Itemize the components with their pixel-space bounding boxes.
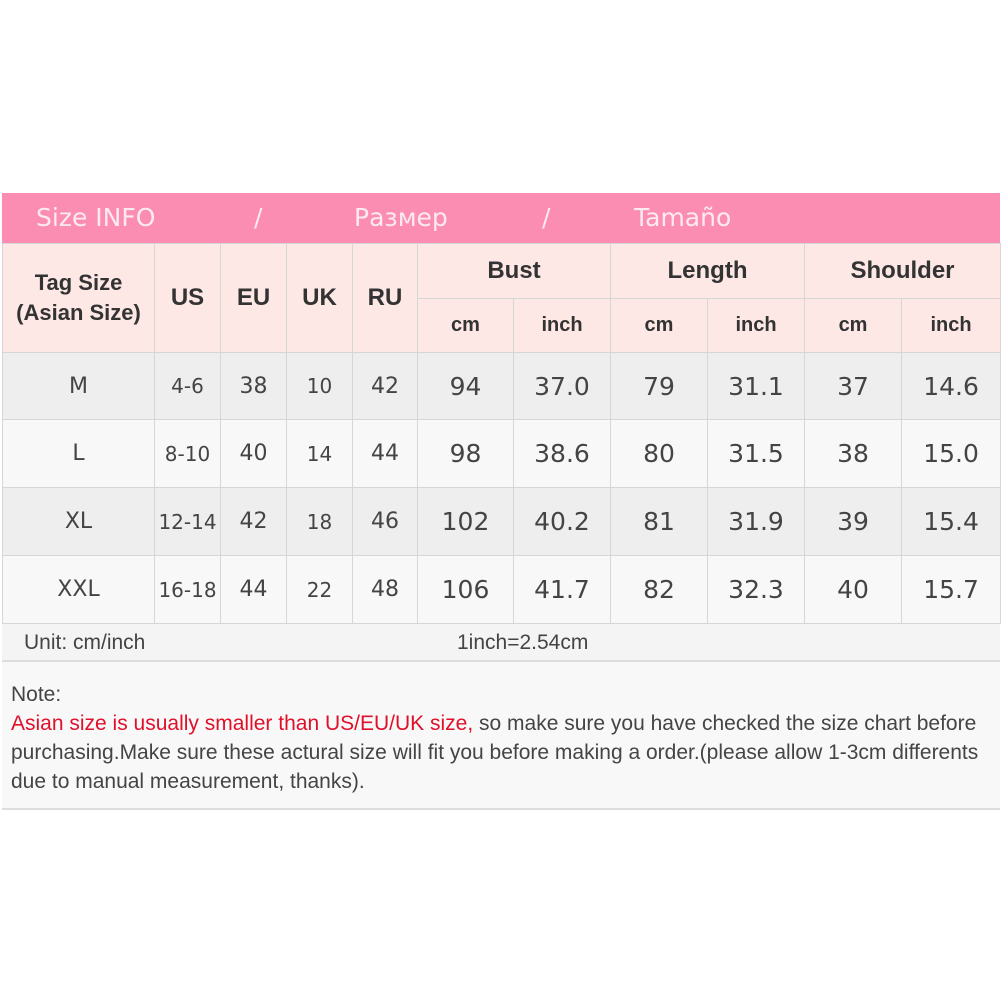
header-cm: cm [417, 298, 514, 353]
title-es: Tamaño [634, 203, 732, 232]
table-cell: 32.3 [706, 555, 806, 624]
header-shoulder: Shoulder [804, 243, 1002, 299]
table-row: XXL 16-18 44 22 48 106 41.7 82 32.3 40 15.7 [2, 555, 1002, 624]
title-sep: / [542, 203, 551, 232]
header-tag-label: Tag Size [34, 270, 123, 295]
header-inch: inch [901, 298, 1002, 353]
table-cell: 44 [220, 555, 287, 624]
size-chart: Size INFO / Размер / Tamaño Tag Size (Asi… [2, 193, 1002, 810]
table-cell: 40 [220, 419, 287, 488]
header-inch: inch [513, 298, 611, 353]
table-row: XL 12-14 42 18 46 102 40.2 81 31.9 39 15.4 [2, 487, 1002, 556]
table-cell: XXL [2, 555, 155, 624]
table-cell: 80 [610, 419, 708, 488]
table-cell: 38 [804, 419, 903, 488]
header-us: US [154, 243, 221, 353]
table-cell: 38.6 [513, 419, 611, 488]
table-cell: 42 [220, 487, 287, 556]
table-cell: 31.5 [706, 419, 806, 488]
table-cell: 42 [352, 352, 418, 420]
table-cell: 81 [610, 487, 708, 556]
header-inch: inch [706, 298, 806, 353]
table-cell: 37 [804, 352, 903, 420]
table-cell: 15.4 [901, 487, 1002, 556]
table-cell: M [2, 352, 155, 420]
table-cell: 48 [352, 555, 418, 624]
header-bust: Bust [417, 243, 611, 299]
table-cell: 44 [352, 419, 418, 488]
unit-row: Unit: cm/inch 1inch=2.54cm [2, 624, 1000, 662]
header-cm: cm [610, 298, 708, 353]
table-cell: 41.7 [513, 555, 611, 624]
table-cell: 106 [417, 555, 514, 624]
table-row: M 4-6 38 10 42 94 37.0 79 31.1 37 14.6 [2, 352, 1002, 420]
table-cell: 39 [804, 487, 903, 556]
note-text: so make sure you have checked the size c… [11, 712, 979, 793]
table-cell: L [2, 419, 155, 488]
table-cell: 16-18 [154, 555, 221, 624]
header-tag-size: Tag Size (Asian Size) [2, 243, 155, 353]
header-uk: UK [286, 243, 353, 353]
note: Note: Asian size is usually smaller than… [2, 662, 1000, 810]
table-cell: 40 [804, 555, 903, 624]
title-bar: Size INFO / Размер / Tamaño [2, 193, 1000, 243]
table-cell: 31.9 [706, 487, 806, 556]
table-row: L 8-10 40 14 44 98 38.6 80 31.5 38 15.0 [2, 419, 1002, 488]
table-cell: 102 [417, 487, 514, 556]
table-cell: 22 [286, 555, 353, 624]
table-cell: 82 [610, 555, 708, 624]
table-cell: 37.0 [513, 352, 611, 420]
table-cell: 31.1 [706, 352, 806, 420]
table-cell: 79 [610, 352, 708, 420]
header-tag-sub: (Asian Size) [16, 300, 141, 325]
table-cell: 38 [220, 352, 287, 420]
unit-conversion: 1inch=2.54cm [457, 631, 589, 654]
note-label: Note: [11, 683, 62, 706]
title-en: Size INFO [36, 203, 156, 232]
table-cell: 15.7 [901, 555, 1002, 624]
table-cell: 10 [286, 352, 353, 420]
header-length: Length [609, 243, 806, 299]
table-cell: 12-14 [154, 487, 221, 556]
header-ru: RU [352, 243, 418, 353]
table-cell: 15.0 [901, 419, 1002, 488]
table-cell: 18 [286, 487, 353, 556]
title-sep: / [254, 203, 263, 232]
table-cell: 46 [352, 487, 418, 556]
table-cell: 94 [417, 352, 514, 420]
unit-label: Unit: cm/inch [24, 631, 146, 654]
table-cell: 40.2 [513, 487, 611, 556]
table-cell: 4-6 [154, 352, 221, 420]
note-warning: Asian size is usually smaller than US/EU… [11, 712, 474, 735]
title-ru: Размер [354, 203, 448, 232]
table-cell: 14 [286, 419, 353, 488]
header-cm: cm [804, 298, 903, 353]
table-cell: XL [2, 487, 155, 556]
table-cell: 14.6 [901, 352, 1002, 420]
header-eu: EU [220, 243, 287, 353]
size-table: Tag Size (Asian Size) US EU UK RU Bust Le… [2, 243, 1002, 624]
table-cell: 98 [417, 419, 514, 488]
table-cell: 8-10 [154, 419, 221, 488]
